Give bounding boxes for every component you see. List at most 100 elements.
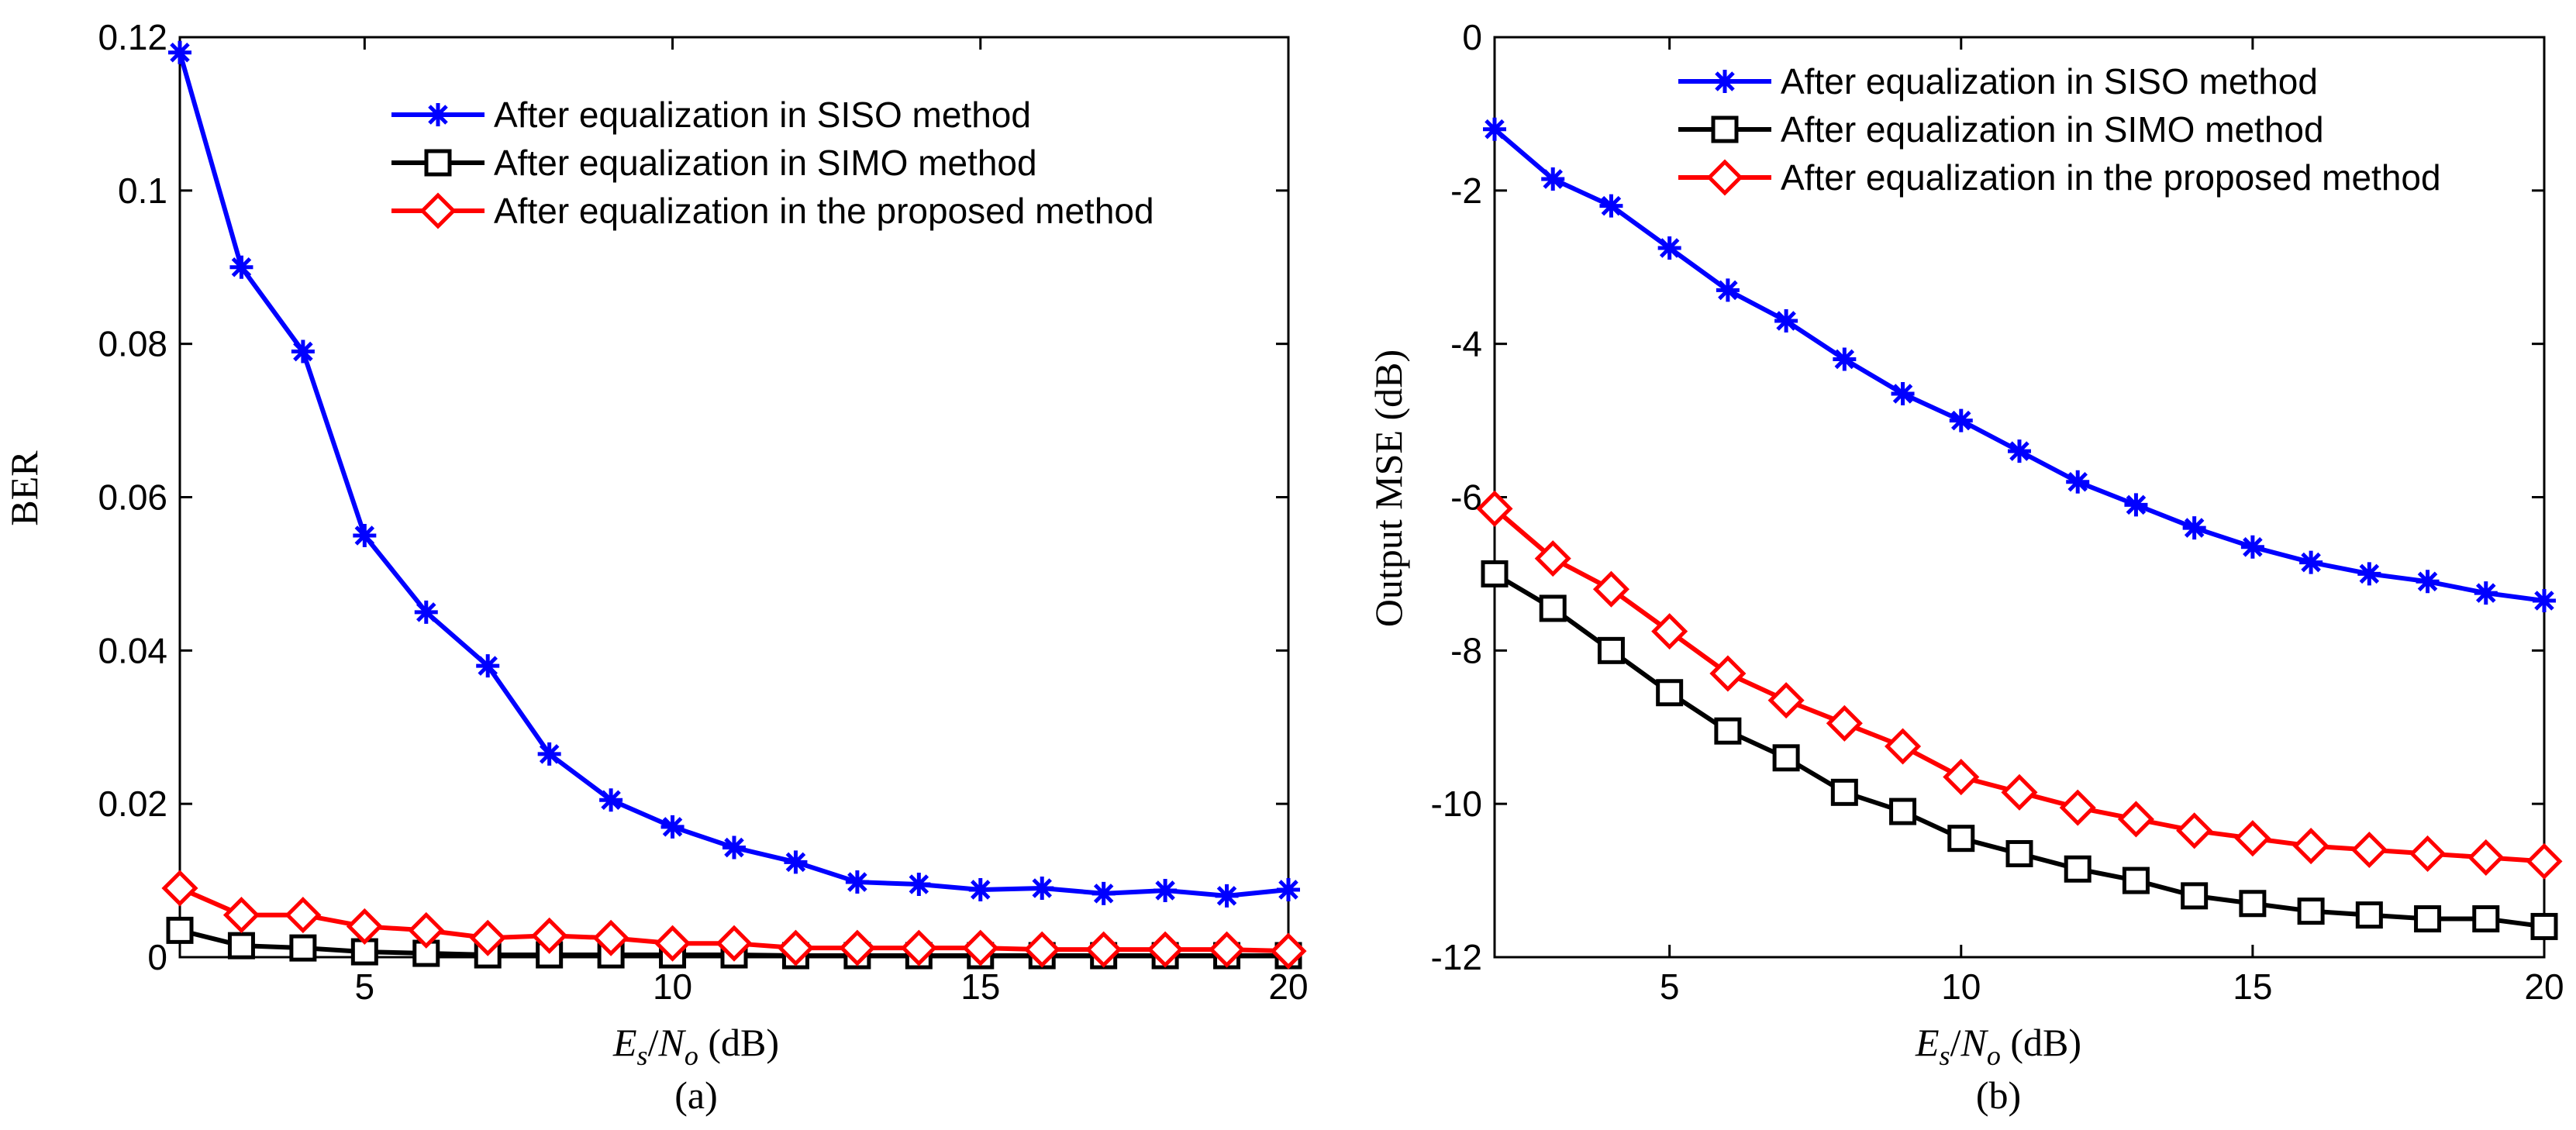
data-point-siso — [1483, 117, 1506, 141]
data-point-proposed — [1709, 655, 1747, 692]
y-tick-label: 0 — [1462, 17, 1482, 57]
data-point-simo — [2005, 839, 2033, 867]
data-point-proposed — [1534, 540, 1571, 577]
data-point-siso — [1774, 308, 1798, 332]
y-tick-label: 0.04 — [98, 630, 167, 670]
data-point-simo — [1597, 636, 1625, 664]
data-point-siso — [414, 600, 438, 624]
legend-marker-simo — [424, 149, 452, 177]
legend-label-proposed: After equalization in the proposed metho… — [1781, 157, 2441, 198]
data-point-siso — [2533, 589, 2556, 613]
data-point-siso — [476, 654, 500, 678]
data-point-proposed — [716, 925, 753, 962]
data-point-siso — [2474, 581, 2498, 605]
data-point-siso — [2416, 570, 2440, 594]
y-tick-label: 0.1 — [118, 171, 167, 211]
data-point-siso — [722, 835, 746, 860]
x-label-es-subscript: s — [637, 1040, 648, 1071]
data-point-siso — [1215, 884, 1239, 908]
legend-marker-siso — [426, 103, 450, 126]
data-point-siso — [1716, 278, 1740, 302]
data-point-proposed — [2117, 801, 2154, 838]
data-point-siso — [1657, 236, 1681, 260]
data-point-siso — [1599, 194, 1623, 218]
y-tick-label: -10 — [1431, 784, 1482, 824]
data-point-proposed — [2234, 820, 2271, 857]
data-point-simo — [1656, 679, 1684, 707]
data-point-proposed — [1270, 932, 1307, 970]
data-point-siso — [2008, 439, 2031, 463]
data-point-proposed — [1476, 490, 1513, 527]
data-point-simo — [1947, 825, 1975, 853]
panel-b-caption: (b) — [1976, 1073, 2021, 1117]
legend-label-simo: After equalization in SIMO method — [1781, 109, 2324, 150]
data-point-proposed — [2409, 835, 2447, 872]
data-point-siso — [2357, 562, 2381, 586]
y-tick-label: 0.12 — [98, 17, 167, 57]
y-tick-label: 0 — [147, 937, 167, 977]
legend-marker-proposed — [419, 192, 457, 229]
legend-marker-proposed — [1706, 159, 1743, 196]
y-tick-label: 0.06 — [98, 477, 167, 518]
data-point-siso — [784, 850, 808, 874]
data-point-siso — [2124, 493, 2148, 517]
data-point-siso — [1949, 408, 1973, 432]
x-tick-label: 20 — [2524, 966, 2564, 1007]
legend: After equalization in SISO method After e… — [391, 95, 1154, 231]
series-simo — [1481, 560, 2558, 940]
data-point-siso — [2182, 516, 2206, 540]
data-point-proposed — [2292, 828, 2329, 865]
data-point-simo — [1830, 778, 1858, 806]
y-tick-label: -12 — [1431, 937, 1482, 977]
panel-a-caption: (a) — [674, 1073, 718, 1117]
panel-b-mse-chart: (b) Es/No (dB) Output MSE (dB) 5 10 15 20 -1… — [1367, 17, 2564, 1117]
data-point-proposed — [2001, 773, 2038, 811]
data-point-simo — [2064, 855, 2091, 883]
data-point-proposed — [1651, 613, 1688, 650]
series-siso — [1483, 117, 2556, 613]
data-point-proposed — [2176, 812, 2213, 849]
data-point-proposed — [1767, 682, 1805, 719]
data-point-siso — [1833, 347, 1857, 371]
data-point-simo — [1714, 717, 1742, 745]
x-label-es: E — [1915, 1021, 1940, 1064]
data-point-proposed — [346, 908, 383, 945]
x-label-unit: (dB) — [2001, 1021, 2081, 1064]
data-point-proposed — [900, 929, 937, 966]
data-point-simo — [289, 934, 317, 962]
y-tick-label: -2 — [1450, 171, 1482, 211]
x-tick-label: 5 — [1660, 966, 1680, 1007]
data-point-siso — [599, 788, 623, 812]
data-point-siso — [660, 815, 685, 839]
y-tick-label: -4 — [1450, 324, 1482, 364]
data-point-proposed — [2526, 842, 2563, 880]
data-point-proposed — [2467, 839, 2505, 876]
data-point-simo — [2530, 912, 2558, 940]
x-tick-label: 20 — [1268, 966, 1308, 1007]
y-tick-label: 0.02 — [98, 784, 167, 824]
data-point-siso — [2299, 550, 2323, 574]
y-tick-label: -6 — [1450, 477, 1482, 518]
panel-b-y-axis-label: Output MSE (dB) — [1367, 350, 1410, 627]
data-point-proposed — [1885, 728, 1922, 765]
legend-label-proposed: After equalization in the proposed metho… — [494, 191, 1154, 231]
data-point-proposed — [962, 929, 999, 966]
x-tick-label: 10 — [653, 966, 692, 1007]
data-point-siso — [1891, 381, 1915, 405]
legend: After equalization in SISO method After e… — [1678, 61, 2441, 198]
data-point-proposed — [284, 897, 322, 934]
data-point-proposed — [654, 925, 691, 962]
x-tick-label: 15 — [2233, 966, 2272, 1007]
x-label-no: N — [657, 1021, 686, 1064]
x-label-no-subscript: o — [685, 1040, 698, 1071]
data-point-simo — [2472, 905, 2500, 933]
data-point-siso — [2066, 470, 2090, 494]
data-point-siso — [229, 255, 253, 279]
x-label-no: N — [1960, 1021, 1988, 1064]
data-point-proposed — [161, 870, 198, 907]
data-point-siso — [907, 873, 931, 897]
x-label-slash: / — [648, 1021, 659, 1064]
data-point-proposed — [1085, 931, 1122, 968]
data-point-proposed — [1023, 931, 1060, 968]
